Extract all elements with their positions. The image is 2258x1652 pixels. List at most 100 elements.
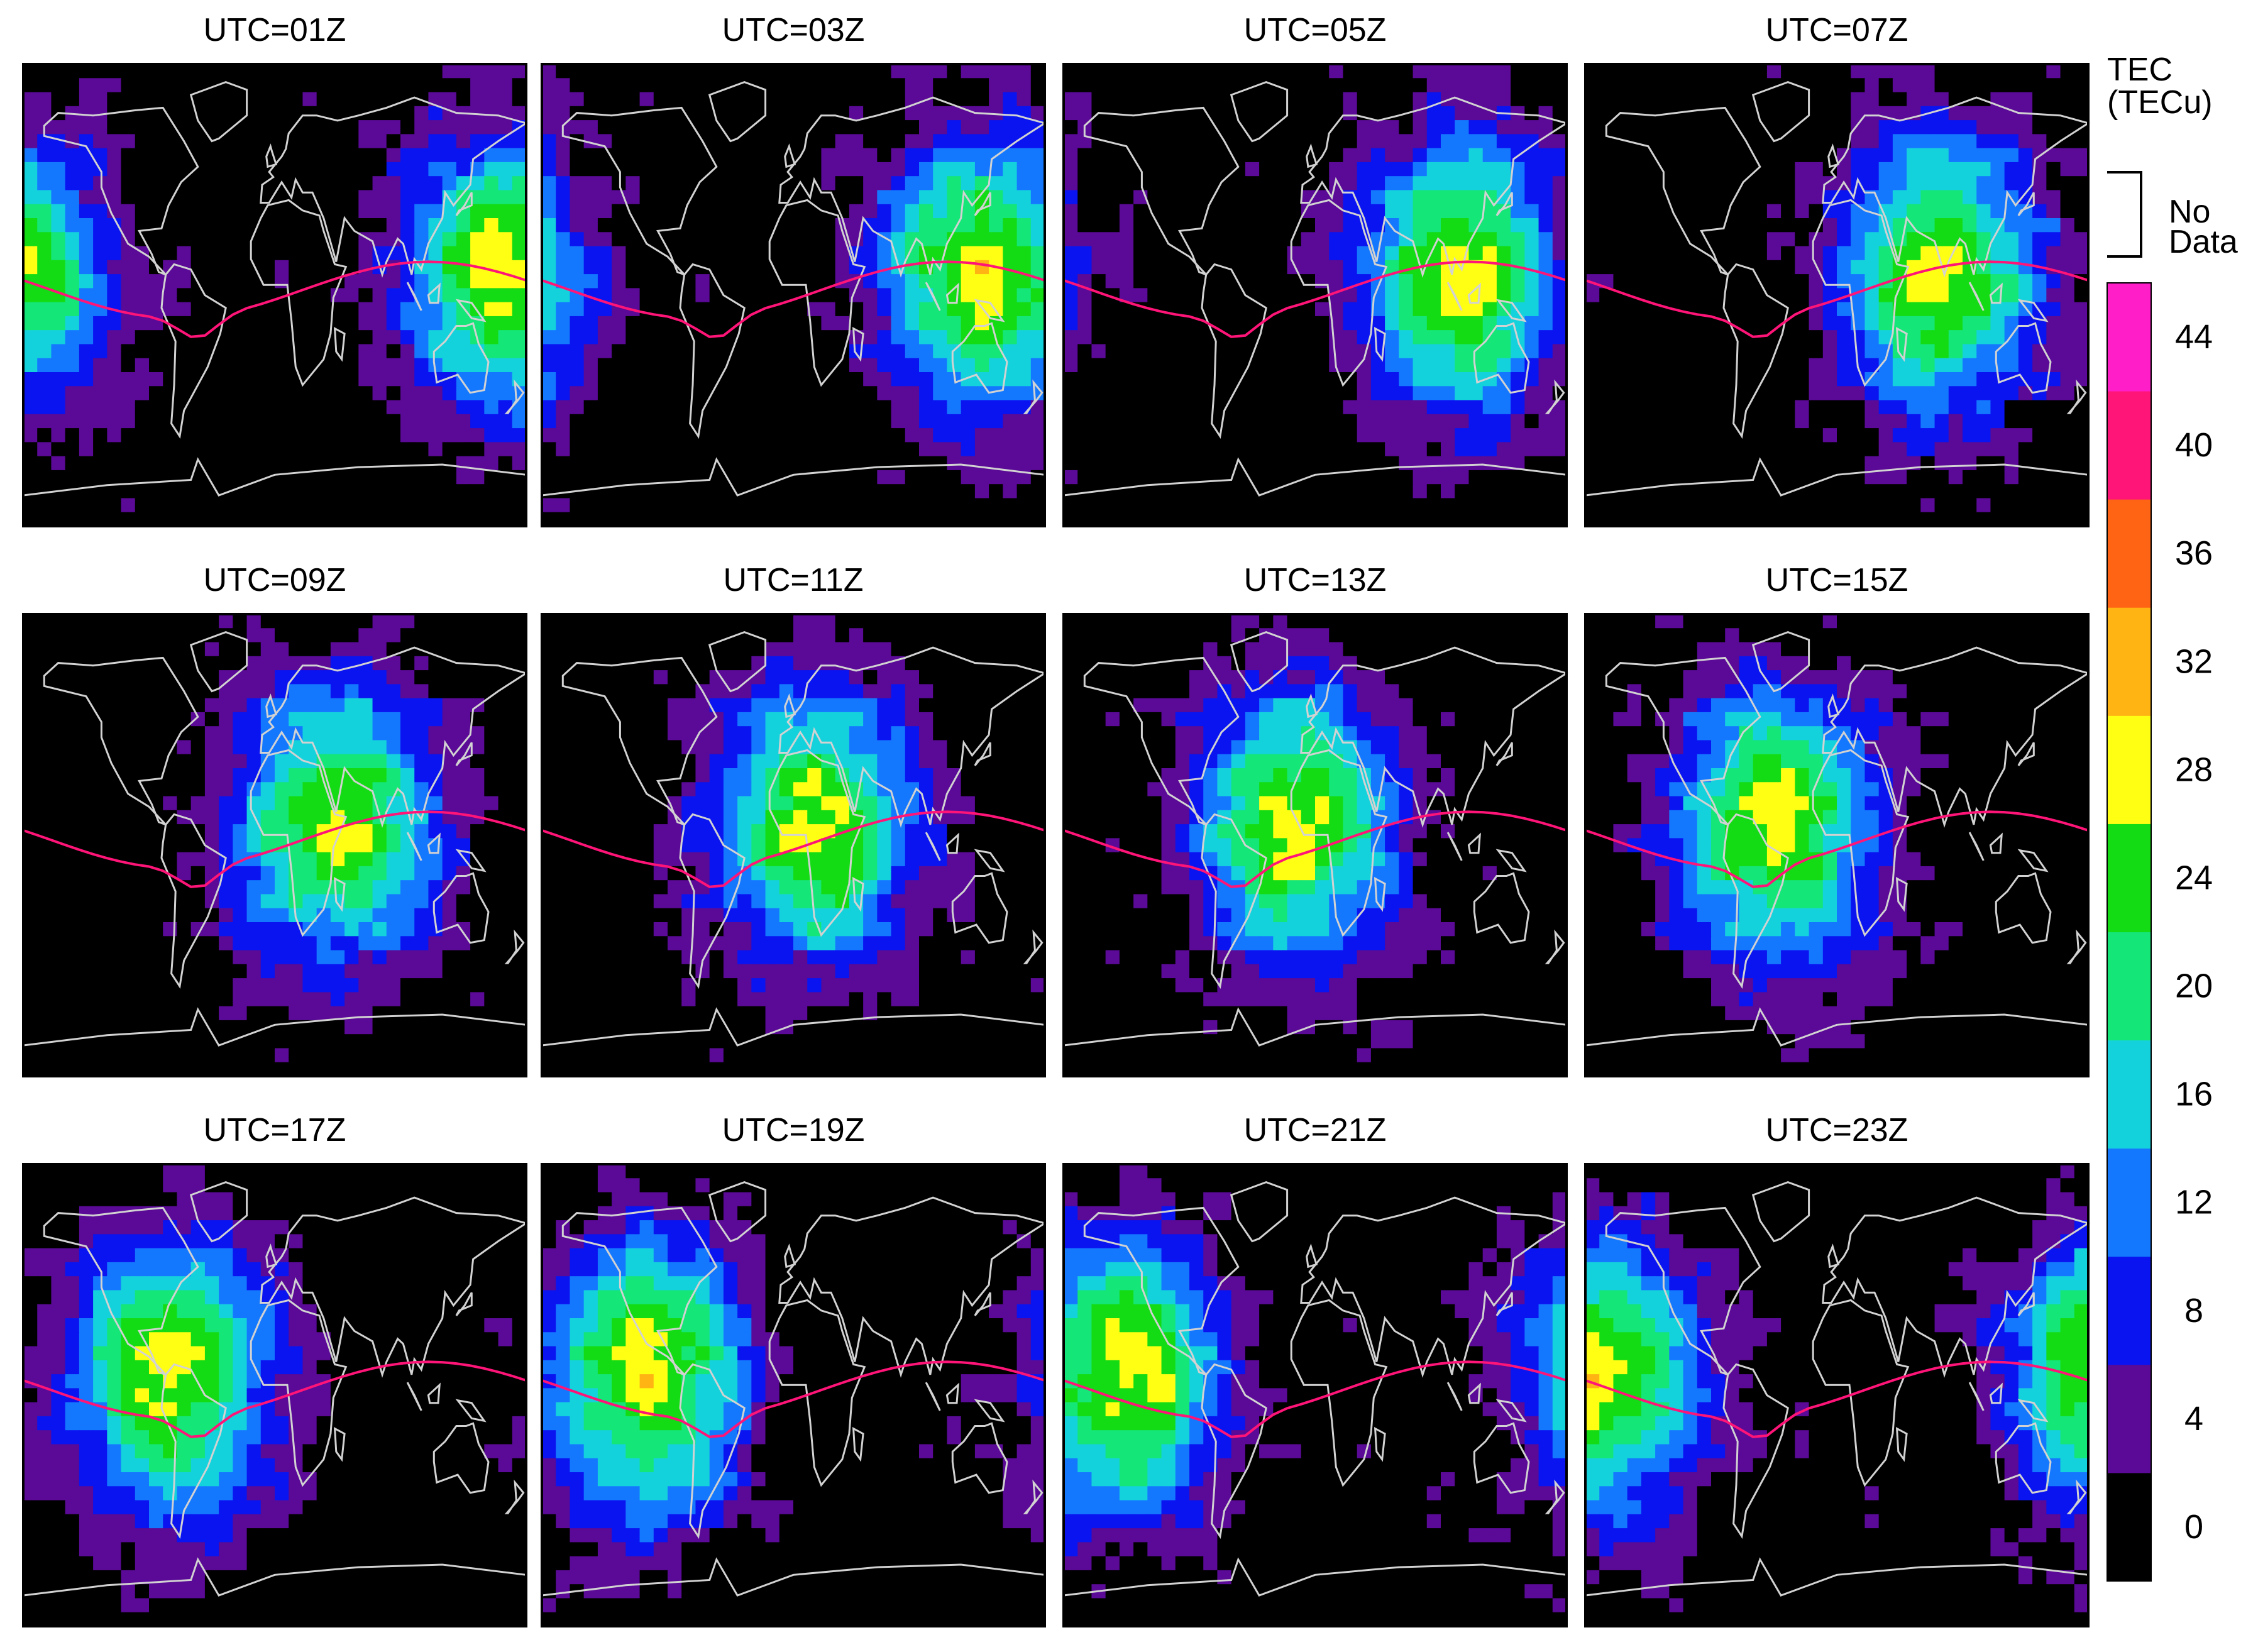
tec-cell bbox=[849, 442, 864, 457]
tec-cell bbox=[498, 246, 513, 261]
tec-cell bbox=[877, 148, 892, 163]
tec-cell bbox=[1287, 78, 1302, 93]
tec-cell bbox=[2046, 204, 2061, 219]
tec-cell bbox=[512, 358, 527, 373]
tec-cell bbox=[1641, 64, 1656, 79]
tec-cell bbox=[570, 246, 585, 261]
tec-cell bbox=[1413, 358, 1428, 373]
tec-cell bbox=[79, 232, 94, 247]
tec-cell bbox=[1599, 190, 1614, 205]
tec-cell bbox=[625, 386, 641, 401]
tec-cell bbox=[2004, 176, 2019, 191]
tec-cell bbox=[668, 372, 682, 387]
tec-cell bbox=[1753, 78, 1768, 93]
tec-cell bbox=[1697, 162, 1712, 177]
tec-cell bbox=[386, 232, 401, 247]
tec-cell bbox=[330, 498, 345, 513]
tec-cell bbox=[512, 470, 527, 485]
tec-cell bbox=[597, 414, 612, 429]
tec-cell bbox=[1064, 106, 1078, 121]
tec-cell bbox=[275, 204, 289, 219]
tec-cell bbox=[905, 204, 920, 219]
tec-cell bbox=[1920, 400, 1936, 415]
tec-cell bbox=[37, 614, 52, 629]
tec-cell bbox=[1907, 148, 1921, 163]
tec-cell bbox=[23, 246, 38, 261]
tec-cell bbox=[1538, 190, 1553, 205]
tec-cell bbox=[1161, 400, 1176, 415]
tec-cell bbox=[316, 302, 331, 317]
tec-cell bbox=[1161, 148, 1176, 163]
tec-cell bbox=[668, 344, 682, 359]
tec-cell bbox=[751, 344, 766, 359]
tec-cell bbox=[625, 428, 641, 443]
tec-cell bbox=[1837, 134, 1851, 149]
tec-cell bbox=[1030, 64, 1045, 79]
tec-cell bbox=[107, 162, 122, 177]
tec-cell bbox=[821, 64, 836, 79]
tec-cell bbox=[65, 442, 80, 457]
tec-cell bbox=[1105, 484, 1120, 499]
tec-cell bbox=[765, 148, 780, 163]
tec-cell bbox=[2004, 246, 2019, 261]
tec-cell bbox=[1934, 246, 1949, 261]
tec-cell bbox=[1795, 218, 1810, 233]
tec-cell bbox=[23, 302, 38, 317]
tec-cell bbox=[1273, 246, 1288, 261]
tec-cell bbox=[1203, 134, 1218, 149]
tec-cell bbox=[1245, 512, 1260, 527]
tec-cell bbox=[961, 302, 976, 317]
tec-cell bbox=[1329, 246, 1344, 261]
tec-cell bbox=[1016, 260, 1032, 275]
tec-cell bbox=[456, 260, 471, 275]
tec-cell bbox=[1697, 386, 1712, 401]
tec-cell bbox=[1441, 372, 1455, 387]
tec-cell bbox=[1739, 386, 1754, 401]
tec-cell bbox=[1627, 372, 1642, 387]
tec-cell bbox=[1441, 302, 1455, 317]
tec-cell bbox=[1511, 92, 1525, 107]
tec-cell bbox=[1426, 176, 1441, 191]
tec-cell bbox=[1627, 344, 1642, 359]
tec-cell bbox=[2032, 78, 2047, 93]
tec-cell bbox=[1655, 316, 1670, 331]
tec-cell bbox=[1599, 372, 1614, 387]
tec-cell bbox=[372, 64, 387, 79]
tec-cell bbox=[1948, 64, 1963, 79]
tec-cell bbox=[1781, 218, 1795, 233]
tec-cell bbox=[905, 78, 920, 93]
tec-cell bbox=[807, 344, 822, 359]
tec-cell bbox=[275, 78, 289, 93]
tec-cell bbox=[1370, 92, 1385, 107]
tec-cell bbox=[316, 120, 331, 135]
tec-cell bbox=[1781, 190, 1795, 205]
tec-cell bbox=[1990, 176, 2005, 191]
tec-cell bbox=[849, 470, 864, 485]
tec-cell bbox=[1003, 302, 1018, 317]
tec-cell bbox=[1133, 400, 1148, 415]
tec-cell bbox=[1426, 358, 1441, 373]
tec-cell bbox=[1287, 148, 1302, 163]
tec-cell bbox=[1851, 484, 1866, 499]
tec-cell bbox=[246, 120, 262, 135]
tec-cell bbox=[1963, 148, 1977, 163]
tec-cell bbox=[1837, 400, 1851, 415]
tec-cell bbox=[1455, 134, 1470, 149]
tec-cell bbox=[330, 628, 345, 643]
tec-cell bbox=[1711, 330, 1726, 345]
tec-cell bbox=[1920, 176, 1936, 191]
tec-cell bbox=[498, 414, 513, 429]
tec-cell bbox=[2004, 428, 2019, 443]
tec-cell bbox=[1976, 386, 1991, 401]
tec-cell bbox=[23, 316, 38, 331]
tec-cell bbox=[653, 92, 668, 107]
tec-cell bbox=[1669, 428, 1684, 443]
tec-cell bbox=[275, 232, 289, 247]
tec-cell bbox=[470, 176, 485, 191]
tec-cell bbox=[1091, 442, 1106, 457]
tec-cell bbox=[597, 512, 612, 527]
tec-cell bbox=[1697, 330, 1712, 345]
tec-cell bbox=[570, 190, 585, 205]
tec-cell bbox=[372, 134, 387, 149]
tec-cell bbox=[835, 316, 850, 331]
